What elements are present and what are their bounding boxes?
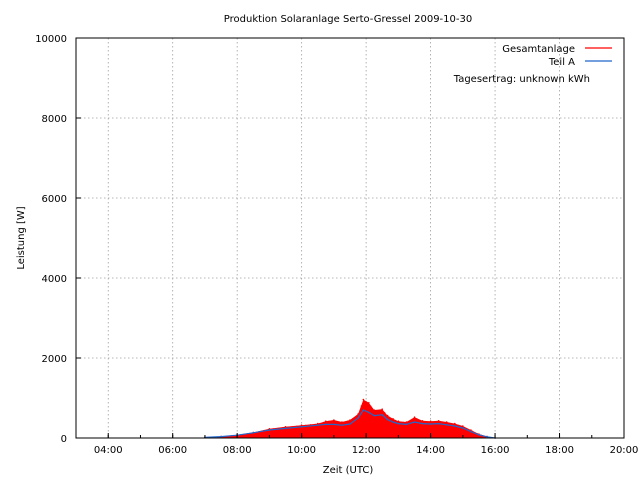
data-point-gesamtanlage [373, 409, 376, 411]
data-point-teil-a [317, 424, 319, 427]
data-point-gesamtanlage [429, 420, 432, 423]
legend-label-gesamtanlage: Gesamtanlage [502, 44, 575, 55]
data-point-teil-a [454, 425, 456, 427]
data-point-teil-a [268, 429, 271, 431]
y-tick-label: 10000 [35, 34, 67, 45]
data-point-gesamtanlage [300, 424, 303, 427]
x-tick-label: 08:00 [223, 445, 252, 456]
data-point-gesamtanlage [445, 421, 448, 423]
x-axis-label: Zeit (UTC) [323, 465, 374, 476]
data-point-teil-a [381, 414, 384, 416]
data-point-gesamtanlage [368, 402, 370, 404]
y-tick-label: 4000 [42, 274, 67, 285]
data-point-teil-a [478, 434, 480, 436]
data-point-gesamtanlage [413, 416, 416, 419]
data-point-gesamtanlage [325, 420, 327, 423]
data-point-gesamtanlage [470, 429, 472, 431]
data-point-teil-a [252, 432, 255, 434]
data-point-gesamtanlage [405, 421, 408, 423]
series-line-teil-a [204, 409, 496, 439]
data-point-teil-a [373, 414, 376, 417]
y-axis-label: Leistung [W] [16, 206, 27, 269]
data-point-teil-a [300, 426, 303, 428]
chart-title: Produktion Solaranlage Serto-Gressel 200… [224, 14, 472, 25]
data-point-teil-a [325, 423, 327, 426]
y-tick-label: 6000 [42, 194, 67, 205]
data-point-teil-a [386, 418, 389, 421]
x-tick-label: 14:00 [416, 445, 445, 456]
data-point-gesamtanlage [454, 422, 456, 425]
data-point-teil-a [392, 421, 394, 423]
data-point-gesamtanlage [349, 419, 351, 421]
x-tick-label: 18:00 [545, 445, 574, 456]
data-point-gesamtanlage [268, 428, 271, 430]
grid [76, 38, 624, 438]
data-point-teil-a [462, 427, 464, 429]
data-point-teil-a [421, 422, 424, 425]
data-point-teil-a [349, 423, 351, 425]
x-tick-label: 04:00 [94, 445, 123, 456]
ticks: 04:00 06:00 08:00 10:00 12:00 14:00 16:00 18:00… [35, 34, 638, 456]
data-point-teil-a [437, 422, 440, 425]
data-point-gesamtanlage [284, 426, 287, 428]
data-point-teil-a [357, 417, 359, 419]
data-point-teil-a [397, 422, 400, 425]
data-point-teil-a [470, 430, 472, 433]
legend-label-teil-a: Teil A [548, 57, 575, 68]
data-point-gesamtanlage [462, 425, 464, 427]
x-tick-label: 10:00 [287, 445, 316, 456]
data-point-teil-a [368, 411, 370, 414]
data-point-gesamtanlage [333, 419, 335, 421]
data-point-gesamtanlage [397, 420, 400, 423]
x-tick-label: 06:00 [158, 445, 187, 456]
data-point-teil-a [413, 421, 416, 423]
data-point-teil-a [341, 424, 343, 427]
data-point-gesamtanlage [421, 420, 424, 422]
data-point-gesamtanlage [392, 418, 394, 420]
data-point-teil-a [445, 424, 448, 426]
data-point-gesamtanlage [362, 398, 365, 401]
data-point-teil-a [486, 436, 488, 438]
data-point-teil-a [333, 423, 335, 426]
data-point-teil-a [405, 423, 408, 426]
data-point-gesamtanlage [386, 414, 389, 417]
y-tick-label: 2000 [42, 354, 67, 365]
x-tick-label: 12:00 [352, 445, 381, 456]
y-tick-label: 8000 [42, 114, 67, 125]
data-point-gesamtanlage [381, 408, 384, 411]
data-point-teil-a [284, 427, 287, 430]
data-point-gesamtanlage [357, 413, 359, 415]
data-point-teil-a [362, 409, 365, 411]
y-tick-label: 0 [61, 434, 67, 445]
data-point-gesamtanlage [317, 422, 319, 425]
data-point-gesamtanlage [437, 420, 440, 422]
x-tick-label: 16:00 [481, 445, 510, 456]
series-spikes-gesamtanlage [204, 401, 495, 438]
legend: Gesamtanlage Teil A [502, 44, 612, 68]
daily-yield-annotation: Tagesertrag: unknown kWh [453, 74, 590, 85]
data-point-gesamtanlage [341, 421, 343, 423]
data-point-teil-a [220, 435, 222, 438]
x-tick-label: 20:00 [610, 445, 639, 456]
series-layer [204, 398, 496, 439]
data-point-teil-a [429, 423, 432, 425]
plot-frame [75, 37, 625, 439]
